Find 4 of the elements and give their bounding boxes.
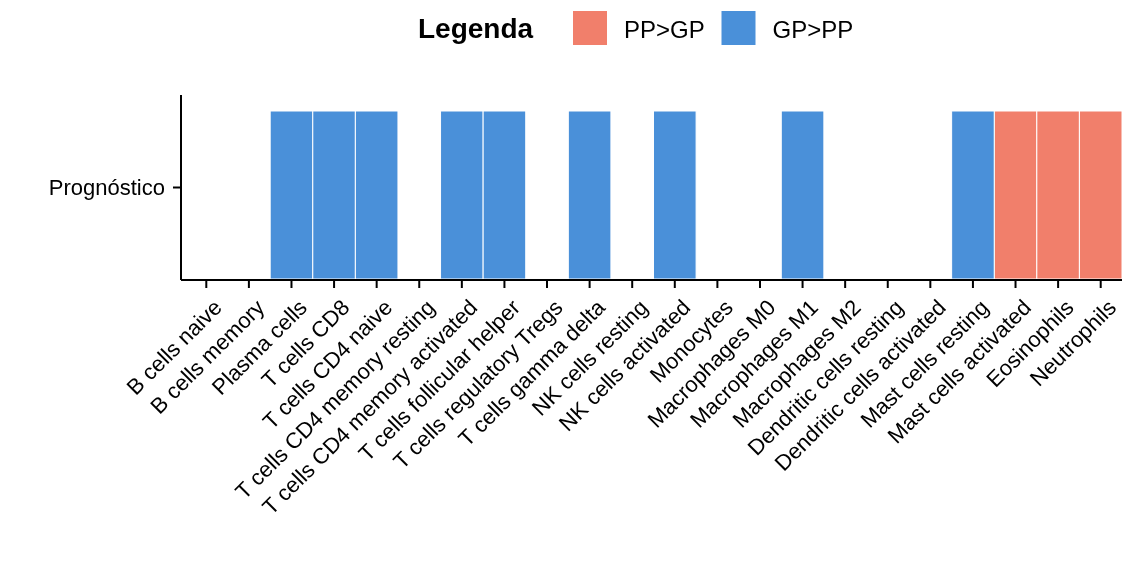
legend-label: GP>PP bbox=[772, 16, 854, 43]
legend-title: Legenda bbox=[418, 13, 534, 44]
legend-label: PP>GP bbox=[624, 16, 705, 43]
y-axis-title: Prognóstico bbox=[48, 175, 165, 201]
